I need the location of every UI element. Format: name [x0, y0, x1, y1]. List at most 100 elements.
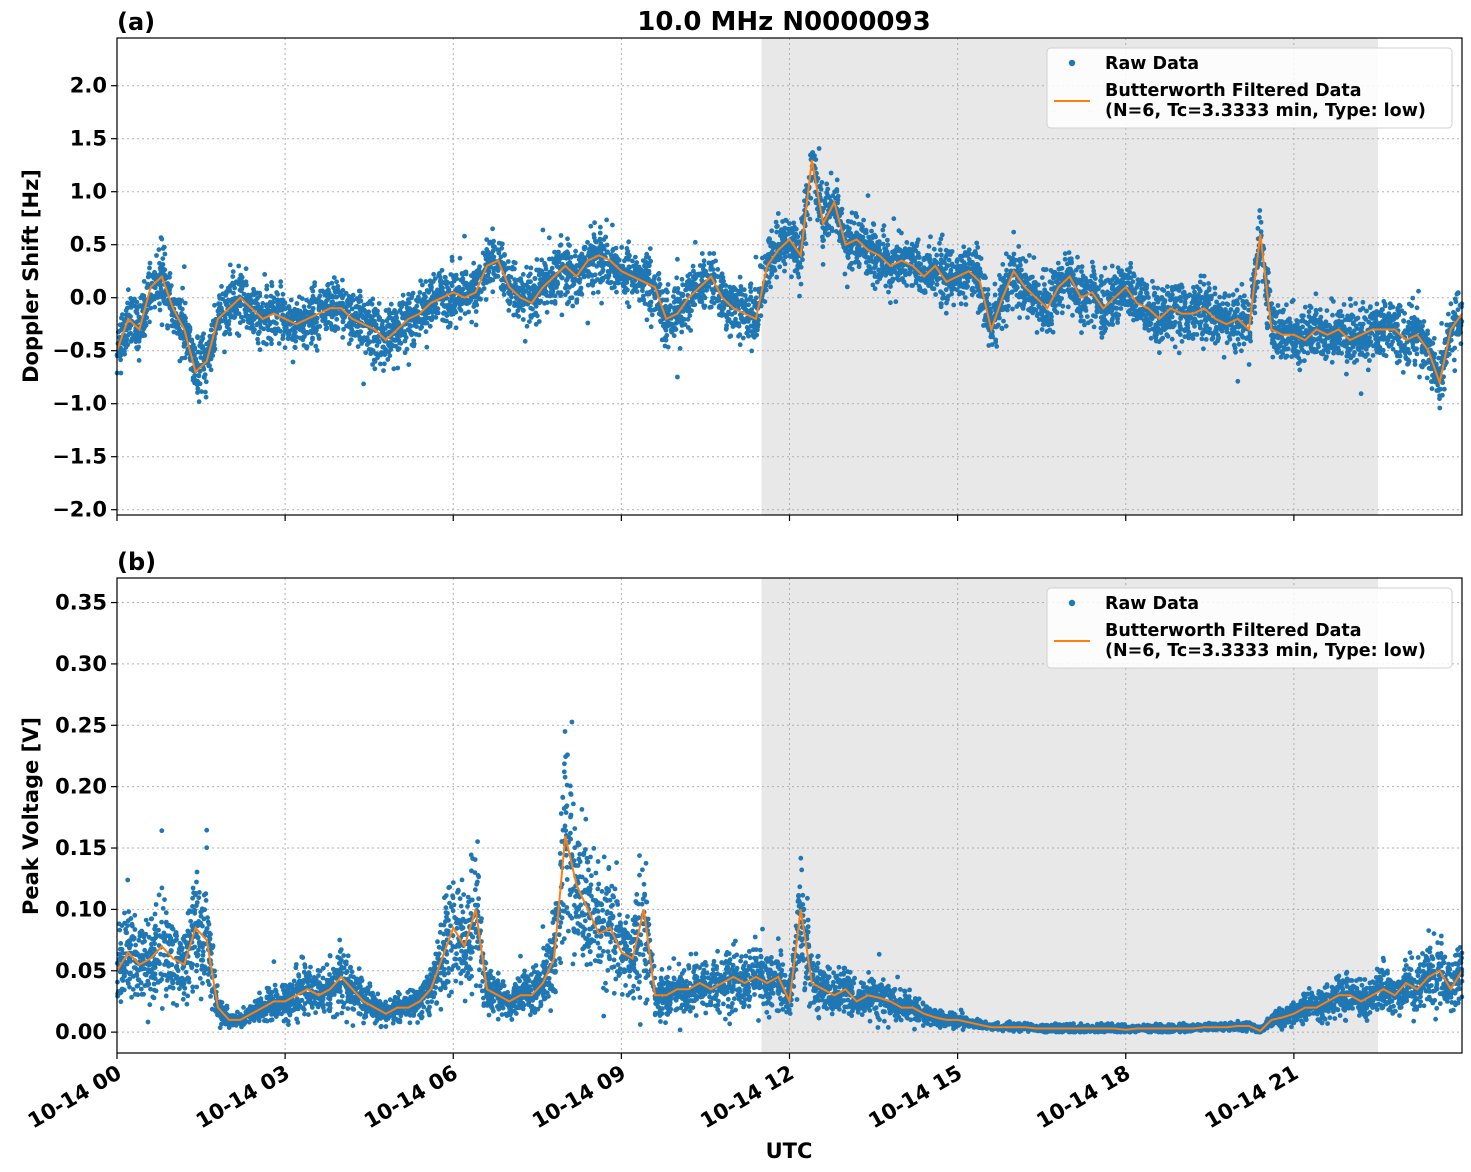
raw-data-point — [191, 342, 196, 348]
raw-data-point — [888, 257, 894, 263]
raw-data-point — [856, 221, 862, 227]
raw-data-point — [1022, 294, 1028, 299]
raw-data-point — [624, 300, 630, 305]
raw-data-point — [520, 272, 526, 277]
raw-data-point — [217, 293, 222, 299]
raw-data-point — [268, 320, 274, 325]
raw-data-point — [766, 236, 772, 242]
raw-data-point — [430, 314, 436, 320]
raw-data-point — [145, 281, 151, 287]
raw-data-point — [440, 289, 446, 295]
raw-data-point — [208, 367, 214, 373]
raw-data-point — [626, 239, 632, 245]
raw-data-point — [133, 339, 139, 345]
raw-data-point — [894, 254, 900, 259]
raw-data-point — [525, 284, 531, 290]
raw-data-point — [739, 315, 745, 321]
raw-data-point — [1036, 282, 1041, 288]
raw-data-point — [182, 355, 188, 361]
raw-data-point — [635, 270, 641, 275]
raw-data-point — [278, 283, 284, 289]
raw-data-point — [928, 234, 933, 240]
raw-data-point — [536, 319, 542, 324]
raw-data-point — [239, 314, 244, 320]
raw-data-point — [708, 304, 714, 310]
raw-data-point — [822, 230, 828, 236]
raw-data-point — [1079, 330, 1084, 336]
raw-data-point — [152, 271, 158, 276]
raw-data-point — [445, 285, 450, 290]
raw-data-point — [402, 338, 408, 344]
raw-data-point — [658, 319, 664, 325]
raw-data-point — [610, 222, 615, 228]
raw-data-point — [947, 281, 953, 287]
raw-data-point — [708, 262, 714, 268]
raw-data-point — [534, 257, 540, 262]
raw-data-point — [290, 327, 295, 332]
raw-data-point — [350, 297, 356, 303]
raw-data-point — [742, 304, 748, 309]
raw-data-point — [469, 319, 475, 325]
raw-data-point — [288, 297, 294, 303]
raw-data-point — [292, 344, 298, 350]
raw-data-point — [212, 302, 217, 308]
raw-data-point — [1005, 307, 1010, 313]
raw-data-point — [946, 249, 952, 255]
raw-data-point — [314, 348, 320, 353]
raw-data-point — [1092, 281, 1097, 287]
raw-data-point — [994, 324, 1000, 330]
raw-data-point — [154, 290, 160, 296]
raw-data-point — [641, 269, 647, 275]
raw-data-point — [886, 289, 891, 295]
raw-data-point — [410, 330, 416, 336]
raw-data-point — [711, 251, 717, 256]
raw-data-point — [418, 278, 423, 284]
raw-data-point — [1040, 317, 1046, 323]
raw-data-point — [1031, 255, 1037, 260]
raw-data-point — [134, 307, 140, 313]
raw-data-point — [774, 274, 780, 280]
raw-data-point — [548, 284, 553, 290]
raw-data-point — [440, 285, 445, 291]
raw-data-point — [845, 218, 851, 224]
raw-data-point — [1027, 253, 1032, 258]
raw-data-point — [740, 335, 746, 341]
raw-data-point — [300, 323, 306, 329]
raw-data-point — [207, 363, 213, 368]
raw-data-point — [255, 336, 260, 342]
raw-data-point — [673, 327, 679, 332]
raw-data-point — [141, 296, 147, 302]
raw-data-point — [251, 286, 256, 292]
raw-data-point — [913, 248, 919, 254]
raw-data-point — [958, 263, 963, 269]
raw-data-point — [668, 303, 673, 309]
raw-data-point — [157, 307, 163, 313]
raw-data-point — [198, 350, 204, 356]
raw-data-point — [802, 188, 808, 194]
raw-data-point — [356, 330, 362, 336]
raw-data-point — [290, 337, 295, 342]
raw-data-point — [396, 346, 402, 352]
raw-data-point — [989, 342, 995, 347]
raw-data-point — [647, 246, 653, 252]
raw-data-point — [162, 251, 168, 257]
raw-data-point — [500, 282, 506, 288]
raw-data-point — [162, 300, 168, 306]
raw-data-point — [1118, 306, 1124, 311]
raw-data-point — [807, 216, 813, 222]
raw-data-point — [198, 355, 204, 360]
raw-data-point — [391, 316, 397, 321]
raw-data-point — [591, 245, 597, 250]
raw-data-point — [1007, 262, 1013, 267]
raw-data-point — [222, 349, 227, 355]
raw-data-point — [701, 258, 707, 264]
raw-data-point — [901, 255, 907, 261]
raw-data-point — [285, 335, 291, 341]
raw-data-point — [274, 321, 279, 326]
raw-data-point — [944, 300, 949, 306]
raw-data-point — [503, 266, 509, 272]
raw-data-point — [899, 230, 904, 236]
raw-data-point — [866, 264, 872, 269]
raw-data-point — [424, 320, 430, 326]
raw-data-point — [195, 378, 201, 384]
